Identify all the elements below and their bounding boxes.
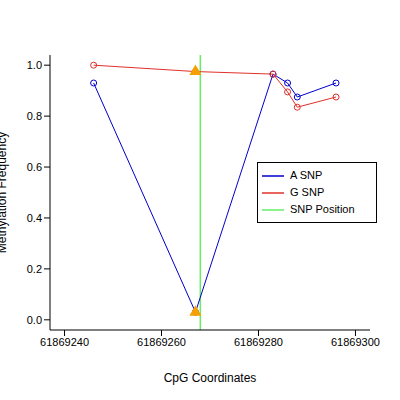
svg-text:0.6: 0.6	[27, 161, 42, 173]
svg-text:61869240: 61869240	[40, 336, 89, 348]
svg-text:61869260: 61869260	[137, 336, 186, 348]
svg-text:61869300: 61869300	[331, 336, 380, 348]
svg-text:CpG Coordinates: CpG Coordinates	[164, 371, 257, 385]
svg-text:1.0: 1.0	[27, 59, 42, 71]
svg-text:61869280: 61869280	[234, 336, 283, 348]
svg-text:0.0: 0.0	[27, 314, 42, 326]
svg-text:0.4: 0.4	[27, 212, 42, 224]
html-text:A SNP: A SNP	[290, 169, 323, 181]
svg-text:0.8: 0.8	[27, 110, 42, 122]
svg-text:Methylation Frequency: Methylation Frequency	[8, 132, 9, 253]
html-text:G SNP: G SNP	[290, 186, 325, 198]
html-text:SNP Position: SNP Position	[290, 203, 355, 215]
svg-text:0.2: 0.2	[27, 263, 42, 275]
